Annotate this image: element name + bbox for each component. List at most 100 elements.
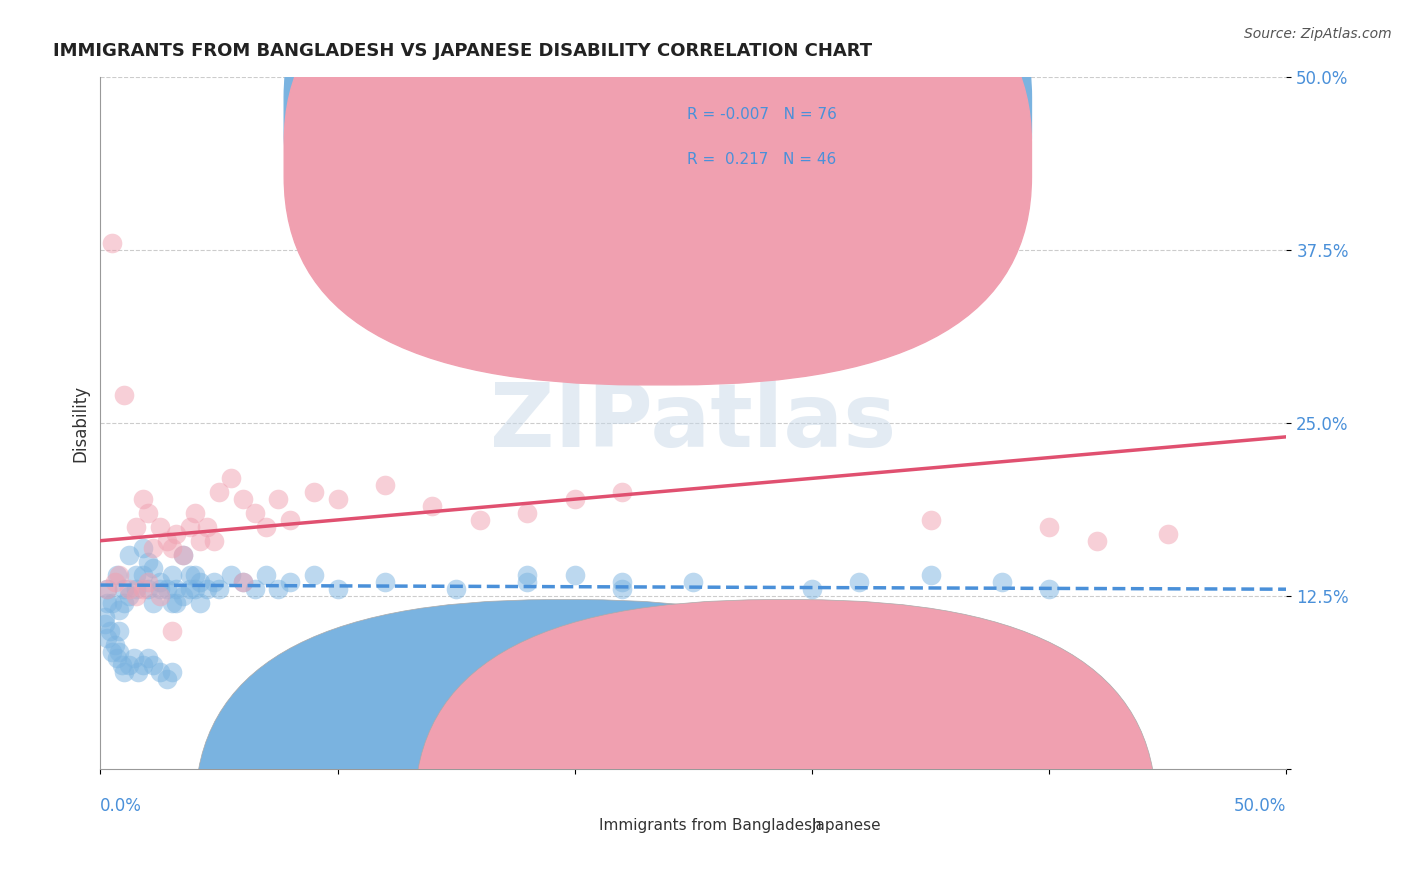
Point bbox=[165, 582, 187, 597]
Point bbox=[278, 575, 301, 590]
Point bbox=[202, 533, 225, 548]
Point bbox=[112, 596, 135, 610]
Point bbox=[101, 596, 124, 610]
Text: Japanese: Japanese bbox=[813, 818, 882, 833]
Text: 0.0%: 0.0% bbox=[100, 797, 142, 815]
Point bbox=[160, 541, 183, 555]
Point bbox=[101, 235, 124, 250]
Point bbox=[125, 520, 148, 534]
Point bbox=[160, 568, 183, 582]
Point bbox=[179, 568, 201, 582]
Point bbox=[991, 575, 1014, 590]
Point bbox=[1038, 520, 1060, 534]
Point bbox=[165, 596, 187, 610]
Point bbox=[232, 575, 254, 590]
Point bbox=[184, 568, 207, 582]
Point bbox=[125, 568, 148, 582]
Point bbox=[267, 492, 290, 507]
Point bbox=[141, 596, 163, 610]
Point bbox=[122, 651, 145, 665]
Point bbox=[101, 644, 124, 658]
Point bbox=[112, 582, 135, 597]
Point bbox=[172, 548, 194, 562]
Point bbox=[1085, 533, 1108, 548]
Point bbox=[105, 651, 128, 665]
Point bbox=[682, 575, 704, 590]
Point bbox=[188, 596, 211, 610]
Point bbox=[179, 520, 201, 534]
Point bbox=[149, 575, 172, 590]
Point bbox=[132, 582, 155, 597]
Point bbox=[94, 610, 117, 624]
Point bbox=[801, 582, 824, 597]
Point bbox=[219, 471, 242, 485]
Point bbox=[118, 548, 141, 562]
Point bbox=[612, 582, 634, 597]
Text: R = -0.007   N = 76: R = -0.007 N = 76 bbox=[688, 107, 838, 122]
Point bbox=[188, 533, 211, 548]
Point bbox=[112, 388, 135, 402]
Point bbox=[96, 582, 118, 597]
Point bbox=[184, 506, 207, 520]
Point bbox=[179, 582, 201, 597]
Point bbox=[149, 589, 172, 603]
Point bbox=[132, 568, 155, 582]
Point bbox=[208, 485, 231, 500]
Point bbox=[516, 568, 538, 582]
Point bbox=[278, 513, 301, 527]
Point bbox=[160, 624, 183, 638]
Point bbox=[118, 582, 141, 597]
Point bbox=[96, 582, 118, 597]
Point bbox=[243, 582, 266, 597]
Point bbox=[136, 575, 159, 590]
Point bbox=[118, 589, 141, 603]
Point bbox=[160, 596, 183, 610]
Point bbox=[232, 575, 254, 590]
Point bbox=[96, 596, 118, 610]
Point bbox=[108, 644, 131, 658]
FancyBboxPatch shape bbox=[415, 599, 1156, 892]
Point bbox=[149, 520, 172, 534]
Point bbox=[612, 485, 634, 500]
Text: R =  0.217   N = 46: R = 0.217 N = 46 bbox=[688, 153, 837, 167]
Point bbox=[468, 513, 491, 527]
Point bbox=[127, 665, 149, 680]
Point bbox=[374, 575, 396, 590]
Point bbox=[108, 603, 131, 617]
Point bbox=[103, 575, 125, 590]
Point bbox=[184, 582, 207, 597]
Point bbox=[195, 520, 218, 534]
Point bbox=[1038, 582, 1060, 597]
Point bbox=[172, 548, 194, 562]
Point bbox=[105, 568, 128, 582]
Text: Immigrants from Bangladesh: Immigrants from Bangladesh bbox=[599, 818, 821, 833]
Point bbox=[112, 665, 135, 680]
Point bbox=[132, 658, 155, 673]
Point bbox=[125, 589, 148, 603]
Point bbox=[149, 582, 172, 597]
Point bbox=[422, 499, 444, 513]
Point bbox=[195, 582, 218, 597]
Text: 50.0%: 50.0% bbox=[1234, 797, 1286, 815]
Point bbox=[1157, 526, 1180, 541]
Point bbox=[254, 520, 277, 534]
Point bbox=[141, 561, 163, 575]
Point bbox=[516, 575, 538, 590]
Point bbox=[149, 665, 172, 680]
Point bbox=[243, 506, 266, 520]
Point bbox=[132, 541, 155, 555]
FancyBboxPatch shape bbox=[195, 599, 936, 892]
Point bbox=[141, 658, 163, 673]
Point bbox=[920, 568, 942, 582]
Point bbox=[172, 589, 194, 603]
Text: ZIPatlas: ZIPatlas bbox=[491, 379, 897, 467]
Point bbox=[136, 651, 159, 665]
Point bbox=[326, 582, 349, 597]
Point bbox=[108, 624, 131, 638]
Point bbox=[156, 673, 179, 687]
Point bbox=[920, 513, 942, 527]
Point bbox=[103, 638, 125, 652]
Point bbox=[219, 568, 242, 582]
Point bbox=[141, 541, 163, 555]
Point bbox=[136, 554, 159, 568]
